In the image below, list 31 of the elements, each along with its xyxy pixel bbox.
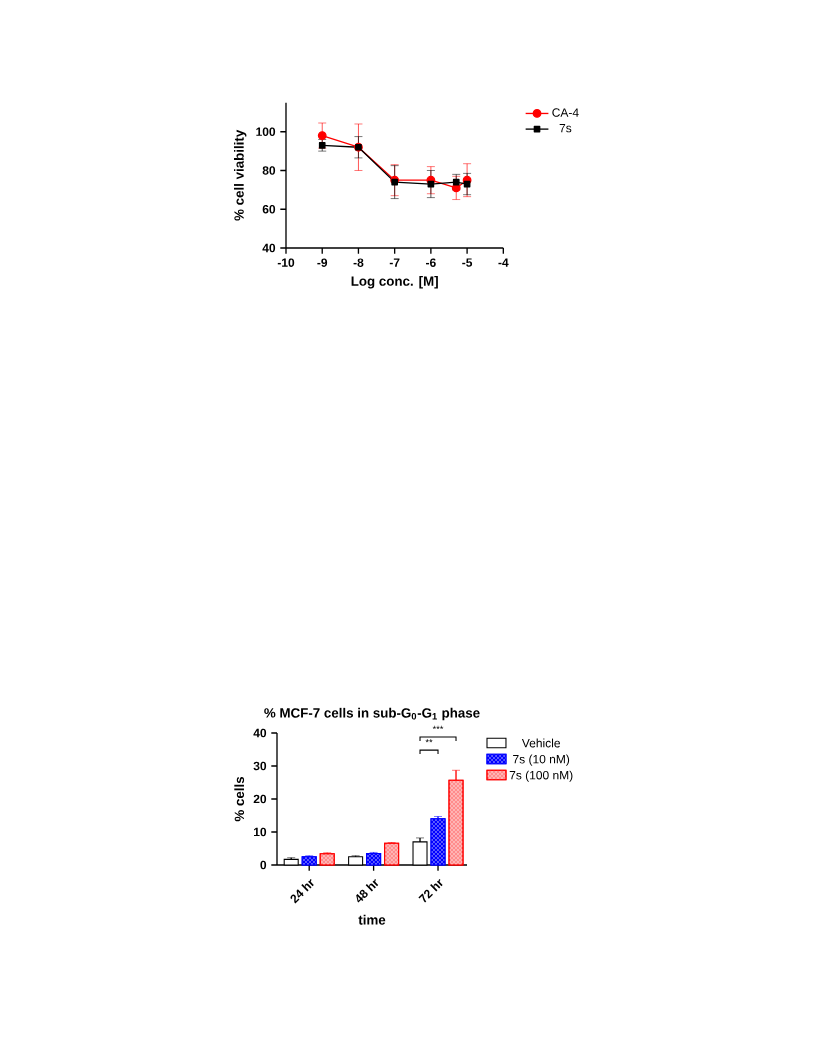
- text: ***: [432, 725, 444, 730]
- y-tick-label: 20: [253, 794, 267, 804]
- x-tick-label: 48 hr: [356, 879, 379, 903]
- y-tick-label: 30: [253, 761, 267, 771]
- legend-label: Vehicle: [521, 738, 560, 748]
- y-axis-title: % cells: [234, 776, 245, 822]
- x-tick-label: -7: [389, 258, 400, 267]
- chart-title: % MCF-7 cells in sub-G$_{0}$-G$_{1}$ phase: [264, 707, 480, 721]
- y-tick-label: 80: [262, 166, 276, 175]
- y-tick-label: 100: [256, 127, 276, 136]
- legend-label: 7s: [559, 123, 572, 133]
- y-tick-label: 10: [254, 827, 267, 837]
- legend-label: CA-4: [552, 108, 579, 117]
- y-axis-title: % cell viability: [233, 129, 247, 221]
- x-tick-label: -4: [498, 258, 509, 267]
- x-tick-label: -8: [353, 258, 364, 267]
- y-tick-label: 0: [260, 860, 267, 870]
- x-tick-label: -5: [462, 258, 473, 267]
- y-tick-label: 60: [262, 204, 276, 214]
- y-tick-label: 40: [253, 728, 267, 738]
- x-tick-label: -9: [317, 258, 328, 267]
- x-axis-title: Log conc. [M]: [351, 276, 438, 289]
- x-tick-label: 72 hr: [418, 879, 443, 903]
- x-tick-label: 24 hr: [290, 879, 314, 904]
- annotation: **: [425, 739, 433, 743]
- x-tick-label: -10: [277, 258, 295, 267]
- legend-label: 7s (10 nM): [513, 754, 570, 766]
- y-tick-label: 40: [262, 243, 276, 253]
- legend-label: 7s (100 nM): [509, 770, 573, 782]
- x-tick-label: -6: [426, 258, 436, 267]
- x-axis-title: time: [358, 914, 386, 925]
